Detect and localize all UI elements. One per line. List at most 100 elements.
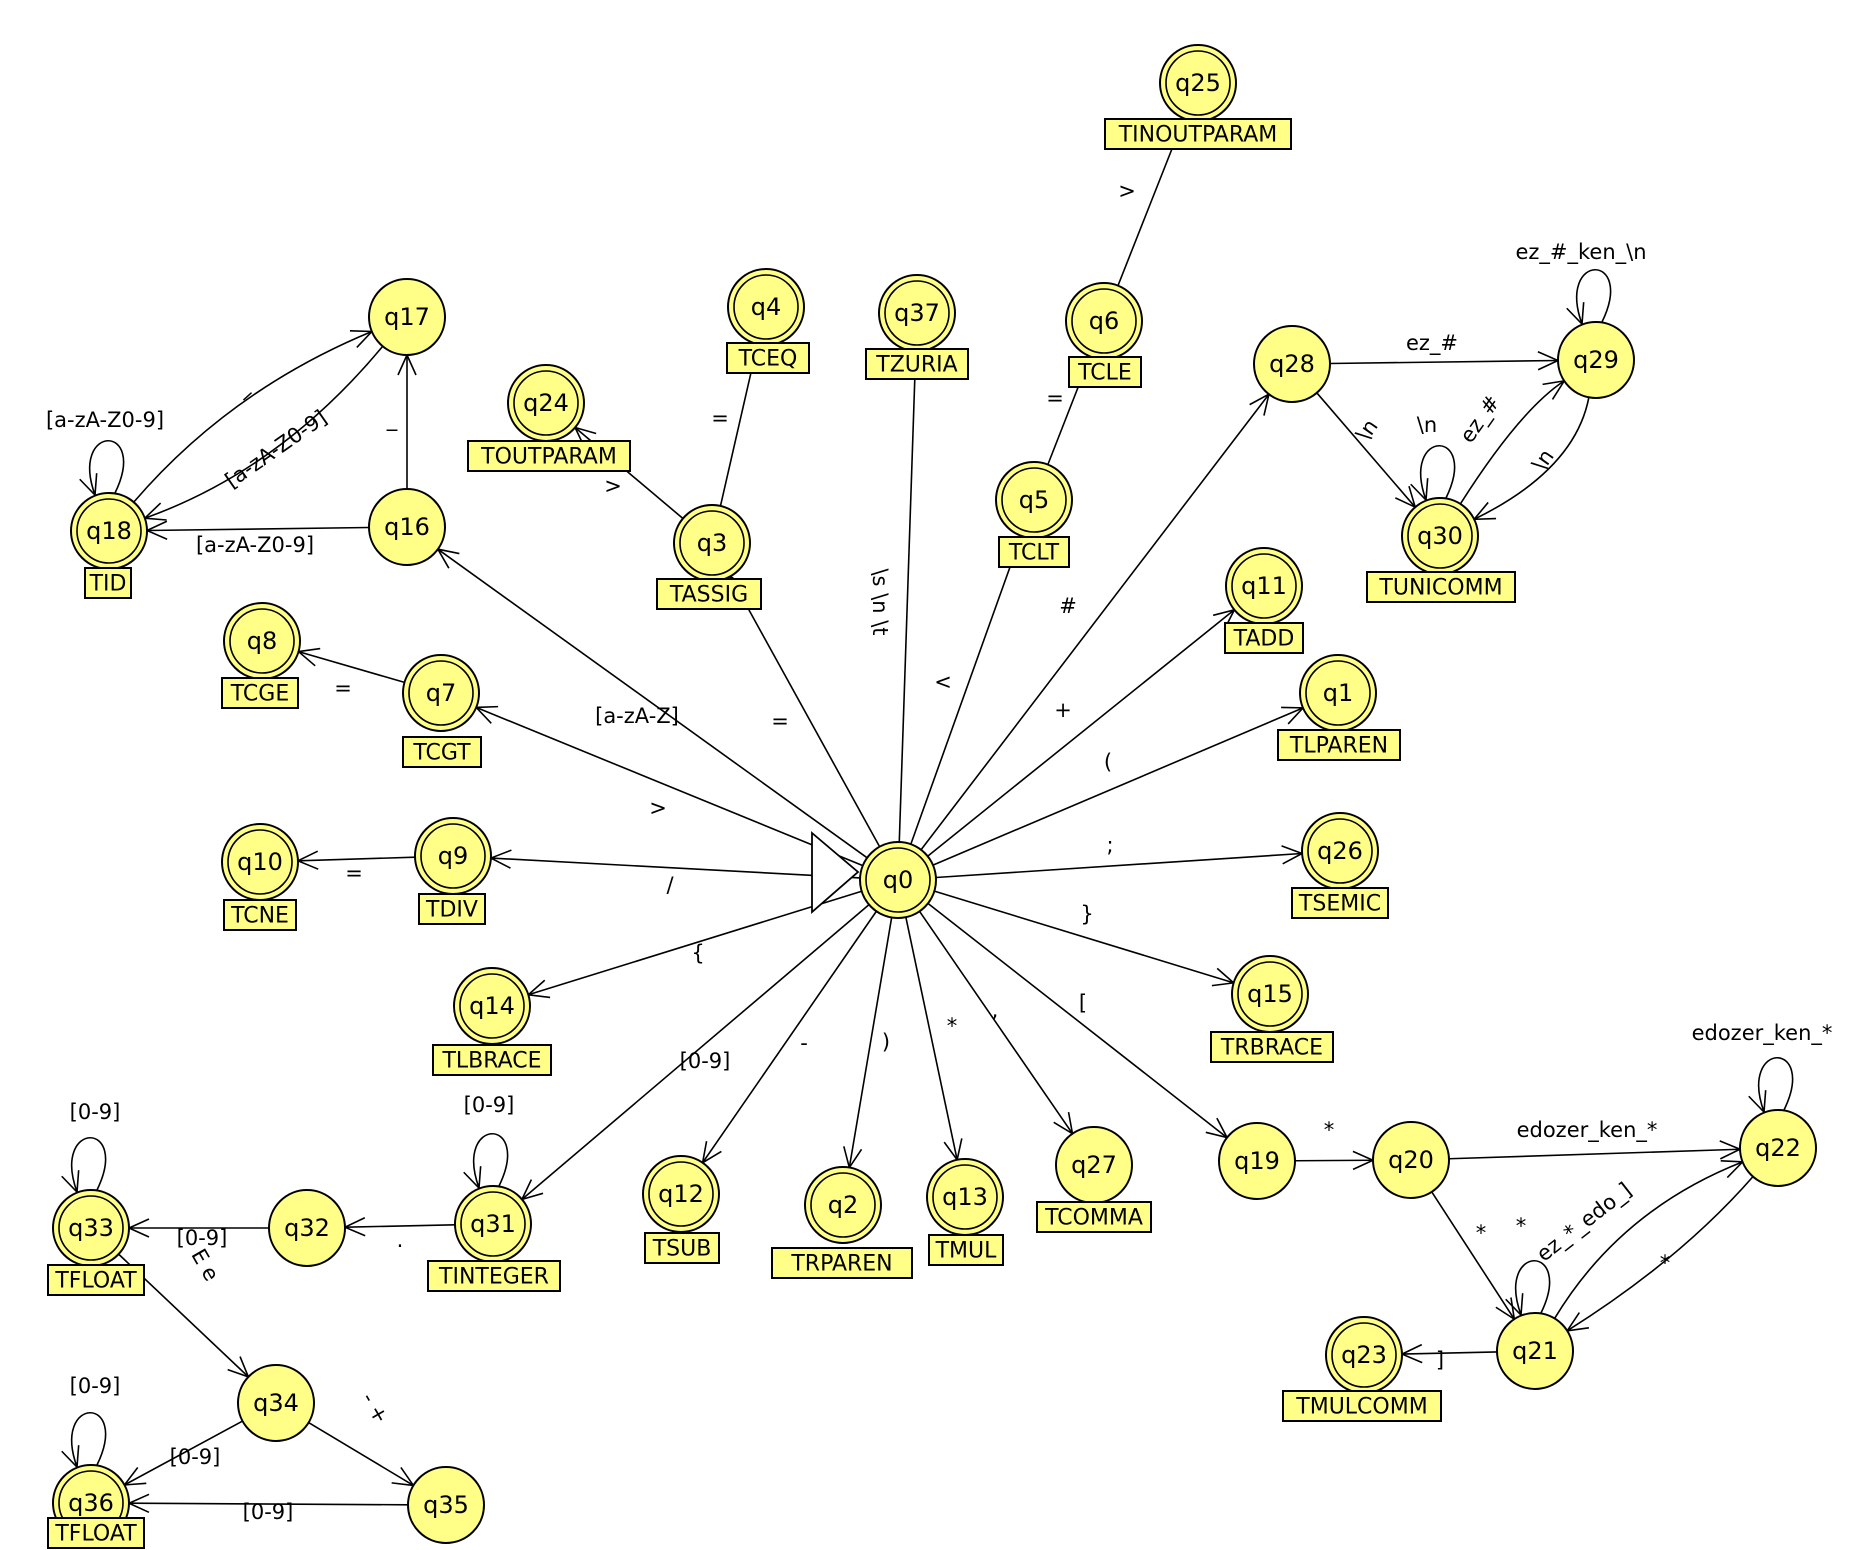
token-q11-box <box>1224 622 1304 654</box>
state-q32: q32 <box>268 1189 346 1267</box>
transition-q18-q18-label: [a-zA-Z0-9] <box>46 408 164 432</box>
transition-q0-q15-path <box>934 890 1234 984</box>
token-q12-label: TSUB <box>652 1237 712 1262</box>
state-q31-accept-ring <box>460 1191 526 1257</box>
transition-q0-q13-path <box>905 917 958 1160</box>
transition-q18-q18 <box>79 439 125 497</box>
state-q18: q18 TID <box>70 492 148 599</box>
token-q8-label: TCGE <box>230 682 289 707</box>
transition-q20-q21 <box>1431 1191 1516 1321</box>
transition-q31-q32-path <box>344 1224 456 1228</box>
state-q15: q15 TRBRACE <box>1210 955 1334 1063</box>
state-q3: q3 TASSIG <box>656 504 762 610</box>
transition-q20-q21-path <box>1431 1191 1515 1320</box>
state-q26: q26 TSEMIC <box>1291 812 1389 919</box>
transition-q21-q23 <box>1400 1343 1498 1364</box>
state-q25-accept-ring <box>1165 50 1231 116</box>
transition-q29-q29-path <box>1575 268 1612 325</box>
transition-q34-q36-path <box>124 1420 243 1486</box>
transition-q30-q30-label: \n <box>1417 413 1437 437</box>
transition-q9-q10-label: = <box>345 861 363 885</box>
state-q7-label: q7 <box>426 679 457 707</box>
state-q15-label: q15 <box>1247 980 1293 1008</box>
transition-q0-q7-path <box>475 706 864 867</box>
state-q10-accept-ring <box>227 829 293 895</box>
transition-q34-q35-path <box>308 1421 414 1487</box>
transition-q29-q29 <box>1566 268 1612 326</box>
transition-q0-q13-label: * <box>947 1014 958 1038</box>
transition-q0-q1 <box>932 706 1305 866</box>
state-q23: q23 TMULCOMM <box>1282 1316 1442 1422</box>
token-q12-box <box>644 1232 720 1264</box>
transition-q29-q29-label: ez_#_ken_\n <box>1515 240 1646 265</box>
state-q33-label: q33 <box>68 1214 114 1242</box>
token-q5-label: TCLT <box>1008 541 1060 566</box>
token-q6-box <box>1068 356 1142 388</box>
token-q30-label: TUNICOMM <box>1378 576 1502 601</box>
token-q36-box <box>47 1517 145 1549</box>
state-q12: q12 TSUB <box>642 1155 720 1264</box>
transition-q31-q31-path <box>472 1132 509 1189</box>
transition-q0-q7-label: > <box>649 796 667 820</box>
state-q34: q34 <box>237 1364 315 1442</box>
state-q16-label: q16 <box>384 513 430 541</box>
state-q28: q28 <box>1253 325 1331 403</box>
transition-q0-q13 <box>905 917 963 1162</box>
state-q17-label: q17 <box>384 303 430 331</box>
start-arrow-icon <box>811 831 860 914</box>
state-q1-accept-ring <box>1305 660 1371 726</box>
transition-q0-q16-label: [a-zA-Z] <box>595 704 679 728</box>
transition-q0-q9-label: / <box>666 873 674 897</box>
state-q19-circle <box>1218 1122 1296 1200</box>
token-q37-label: TZURIA <box>875 353 957 378</box>
state-q0-label: q0 <box>883 866 914 894</box>
token-q33-label: TFLOAT <box>54 1269 137 1294</box>
transition-q28-q30-path <box>1316 392 1416 508</box>
token-q33-box <box>47 1264 145 1296</box>
state-q24-accept-ring <box>513 370 579 436</box>
state-q34-label: q34 <box>253 1389 299 1417</box>
transition-q28-q29-label: ez_# <box>1406 331 1458 356</box>
transition-q5-q6-label: = <box>1046 386 1064 410</box>
state-q17: q17 <box>368 278 446 356</box>
transition-q0-q3-path <box>729 575 881 848</box>
state-q34-circle <box>237 1364 315 1442</box>
transition-q0-q14-path <box>528 890 862 996</box>
transition-q0-q5-label: < <box>934 670 952 694</box>
transition-q0-q5-path <box>910 535 1022 845</box>
transition-q16-q18-label: [a-zA-Z0-9] <box>196 533 314 557</box>
transition-q19-q20-path <box>1294 1159 1374 1162</box>
state-q8: q8 TCGE <box>221 602 301 709</box>
transition-q0-q12-label: - <box>800 1031 808 1055</box>
transition-q28-q29-path <box>1329 359 1559 365</box>
token-q4-label: TCEQ <box>738 347 798 372</box>
token-q2-label: TRPAREN <box>790 1252 892 1277</box>
token-q36-label: TFLOAT <box>54 1522 137 1547</box>
transition-q17-q18-path <box>144 345 384 519</box>
transition-q21-q23-path <box>1401 1351 1498 1355</box>
state-q13-accept-ring <box>932 1164 998 1230</box>
transition-q34-q35 <box>308 1421 416 1487</box>
token-q25-label: TINOUTPARAM <box>1118 123 1278 148</box>
state-q14: q14 TLBRACE <box>432 967 552 1076</box>
state-q3-accept-ring <box>679 510 745 576</box>
state-q30-label: q30 <box>1417 522 1463 550</box>
token-q31-box <box>427 1260 561 1292</box>
transition-q17-q18 <box>142 345 384 521</box>
state-q33: q33 TFLOAT <box>47 1189 145 1296</box>
transition-q33-q34-label: E e <box>186 1245 223 1285</box>
state-q9-label: q9 <box>438 842 469 870</box>
state-q16-circle <box>368 488 446 566</box>
state-q2-accept-ring <box>810 1172 876 1238</box>
state-q20: q20 <box>1372 1121 1450 1199</box>
state-q18-accept-ring <box>76 498 142 564</box>
transition-q22-q21-label: * <box>1660 1251 1671 1275</box>
transition-q28-q30-label: \n <box>1351 415 1382 445</box>
state-q30: q30 TUNICOMM <box>1366 497 1516 603</box>
state-q36-label: q36 <box>68 1489 114 1517</box>
state-q20-circle <box>1372 1121 1450 1199</box>
state-q2-circle <box>804 1166 882 1244</box>
transition-q0-q11 <box>927 608 1236 857</box>
transition-q0-q28-label: # <box>1059 594 1077 618</box>
